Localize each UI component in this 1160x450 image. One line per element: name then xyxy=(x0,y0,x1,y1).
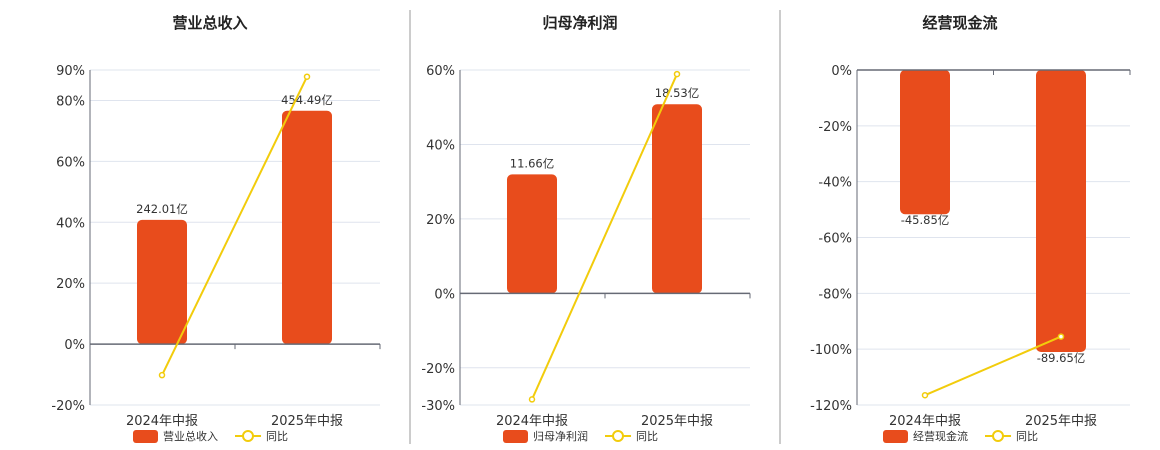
chart-title: 归母净利润 xyxy=(542,14,617,32)
y-tick-label: -80% xyxy=(818,287,852,302)
legend-bar-swatch xyxy=(883,430,908,443)
bar-1 xyxy=(900,70,950,215)
legend-line-label: 同比 xyxy=(636,430,658,443)
yoy-line xyxy=(924,335,1062,397)
y-tick-label: 60% xyxy=(426,64,455,79)
chart-title: 营业总收入 xyxy=(172,14,247,32)
y-tick-label: -30% xyxy=(421,399,455,414)
y-tick-label: -40% xyxy=(818,176,852,191)
yoy-point xyxy=(303,73,311,80)
yoy-point xyxy=(673,70,681,78)
legend-bar-label: 经营现金流 xyxy=(913,429,968,443)
bar-data-label: 454.49亿 xyxy=(281,93,333,107)
bar-data-label: 18.53亿 xyxy=(655,86,699,100)
y-tick-label: 80% xyxy=(56,94,85,109)
y-tick-label: 40% xyxy=(56,216,85,231)
legend-bar-swatch xyxy=(503,430,528,443)
y-tick-label: 0% xyxy=(64,338,85,353)
y-tick-label: 20% xyxy=(426,213,455,228)
legend-line-marker xyxy=(612,430,624,442)
x-category-label: 2024年中报 xyxy=(496,414,568,429)
y-tick-label: -120% xyxy=(810,399,852,414)
y-tick-label: 40% xyxy=(426,138,455,153)
yoy-point xyxy=(921,391,929,399)
y-tick-label: -60% xyxy=(818,232,852,247)
y-tick-label: 0% xyxy=(831,64,852,79)
yoy-point xyxy=(528,396,536,403)
bar-data-label: 242.01亿 xyxy=(136,202,188,216)
legend-bar-label: 归母净利润 xyxy=(533,429,588,443)
legend-line-label: 同比 xyxy=(266,430,288,443)
y-tick-label: -20% xyxy=(51,399,85,414)
y-tick-label: 0% xyxy=(434,287,455,302)
bar-1 xyxy=(137,219,187,345)
yoy-line xyxy=(531,73,678,400)
legend-line-label: 同比 xyxy=(1016,430,1038,443)
y-tick-label: -100% xyxy=(810,343,852,358)
bar-data-label: -45.85亿 xyxy=(901,213,950,227)
chart-title: 经营现金流 xyxy=(922,14,997,32)
legend-line-marker xyxy=(992,430,1004,442)
y-tick-label: 90% xyxy=(56,64,85,79)
legend-bar-label: 营业总收入 xyxy=(163,429,218,443)
x-category-label: 2025年中报 xyxy=(271,414,343,429)
bar-2 xyxy=(1036,70,1086,352)
y-tick-label: 60% xyxy=(56,155,85,170)
yoy-line xyxy=(161,76,308,376)
legend-bar-swatch xyxy=(133,430,158,443)
y-tick-label: -20% xyxy=(421,362,455,377)
y-tick-label: -20% xyxy=(818,120,852,135)
bar-data-label: -89.65亿 xyxy=(1037,351,1086,365)
x-category-label: 2025年中报 xyxy=(641,414,713,429)
y-tick-label: 20% xyxy=(56,277,85,292)
x-category-label: 2025年中报 xyxy=(1025,414,1097,429)
x-category-label: 2024年中报 xyxy=(126,414,198,429)
yoy-point xyxy=(158,371,166,379)
x-category-label: 2024年中报 xyxy=(889,414,961,429)
bar-data-label: 11.66亿 xyxy=(510,156,554,170)
bar-1 xyxy=(507,174,557,294)
yoy-point xyxy=(1057,333,1065,340)
bar-2 xyxy=(652,104,702,294)
bar-2 xyxy=(282,110,332,345)
legend-line-marker xyxy=(242,430,254,442)
